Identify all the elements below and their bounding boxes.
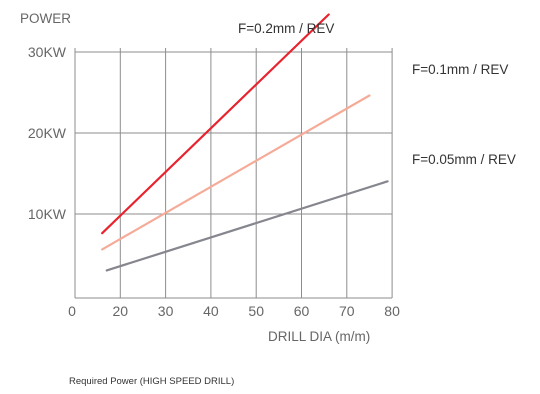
x-tick-label: 70 — [339, 303, 355, 319]
x-tick-label: 20 — [113, 303, 129, 319]
y-tick-label: 20KW — [28, 125, 67, 141]
series-line — [101, 94, 371, 251]
chart-text: POWER DRILL DIA (m/m) Required Power (HI… — [20, 11, 516, 387]
x-tick-label: 30 — [158, 303, 174, 319]
y-axis-label: POWER — [20, 11, 71, 26]
chart-caption: Required Power (HIGH SPEED DRILL) — [69, 376, 234, 387]
x-tick-label: 80 — [384, 303, 400, 319]
grid — [74, 48, 393, 299]
y-tick-label: 30KW — [28, 44, 67, 60]
series-lines — [101, 13, 389, 272]
x-tick-label: 0 — [68, 303, 76, 319]
x-tick-label: 50 — [248, 303, 264, 319]
x-axis-label: DRILL DIA (m/m) — [268, 329, 370, 344]
series-label: F=0.05mm / REV — [412, 152, 516, 167]
series-label: F=0.1mm / REV — [412, 62, 508, 77]
y-tick-label: 10KW — [28, 206, 67, 222]
x-tick-label: 40 — [203, 303, 219, 319]
series-line — [105, 180, 389, 272]
series-label: F=0.2mm / REV — [238, 21, 334, 36]
x-tick-label: 60 — [294, 303, 310, 319]
series-line — [101, 13, 330, 235]
